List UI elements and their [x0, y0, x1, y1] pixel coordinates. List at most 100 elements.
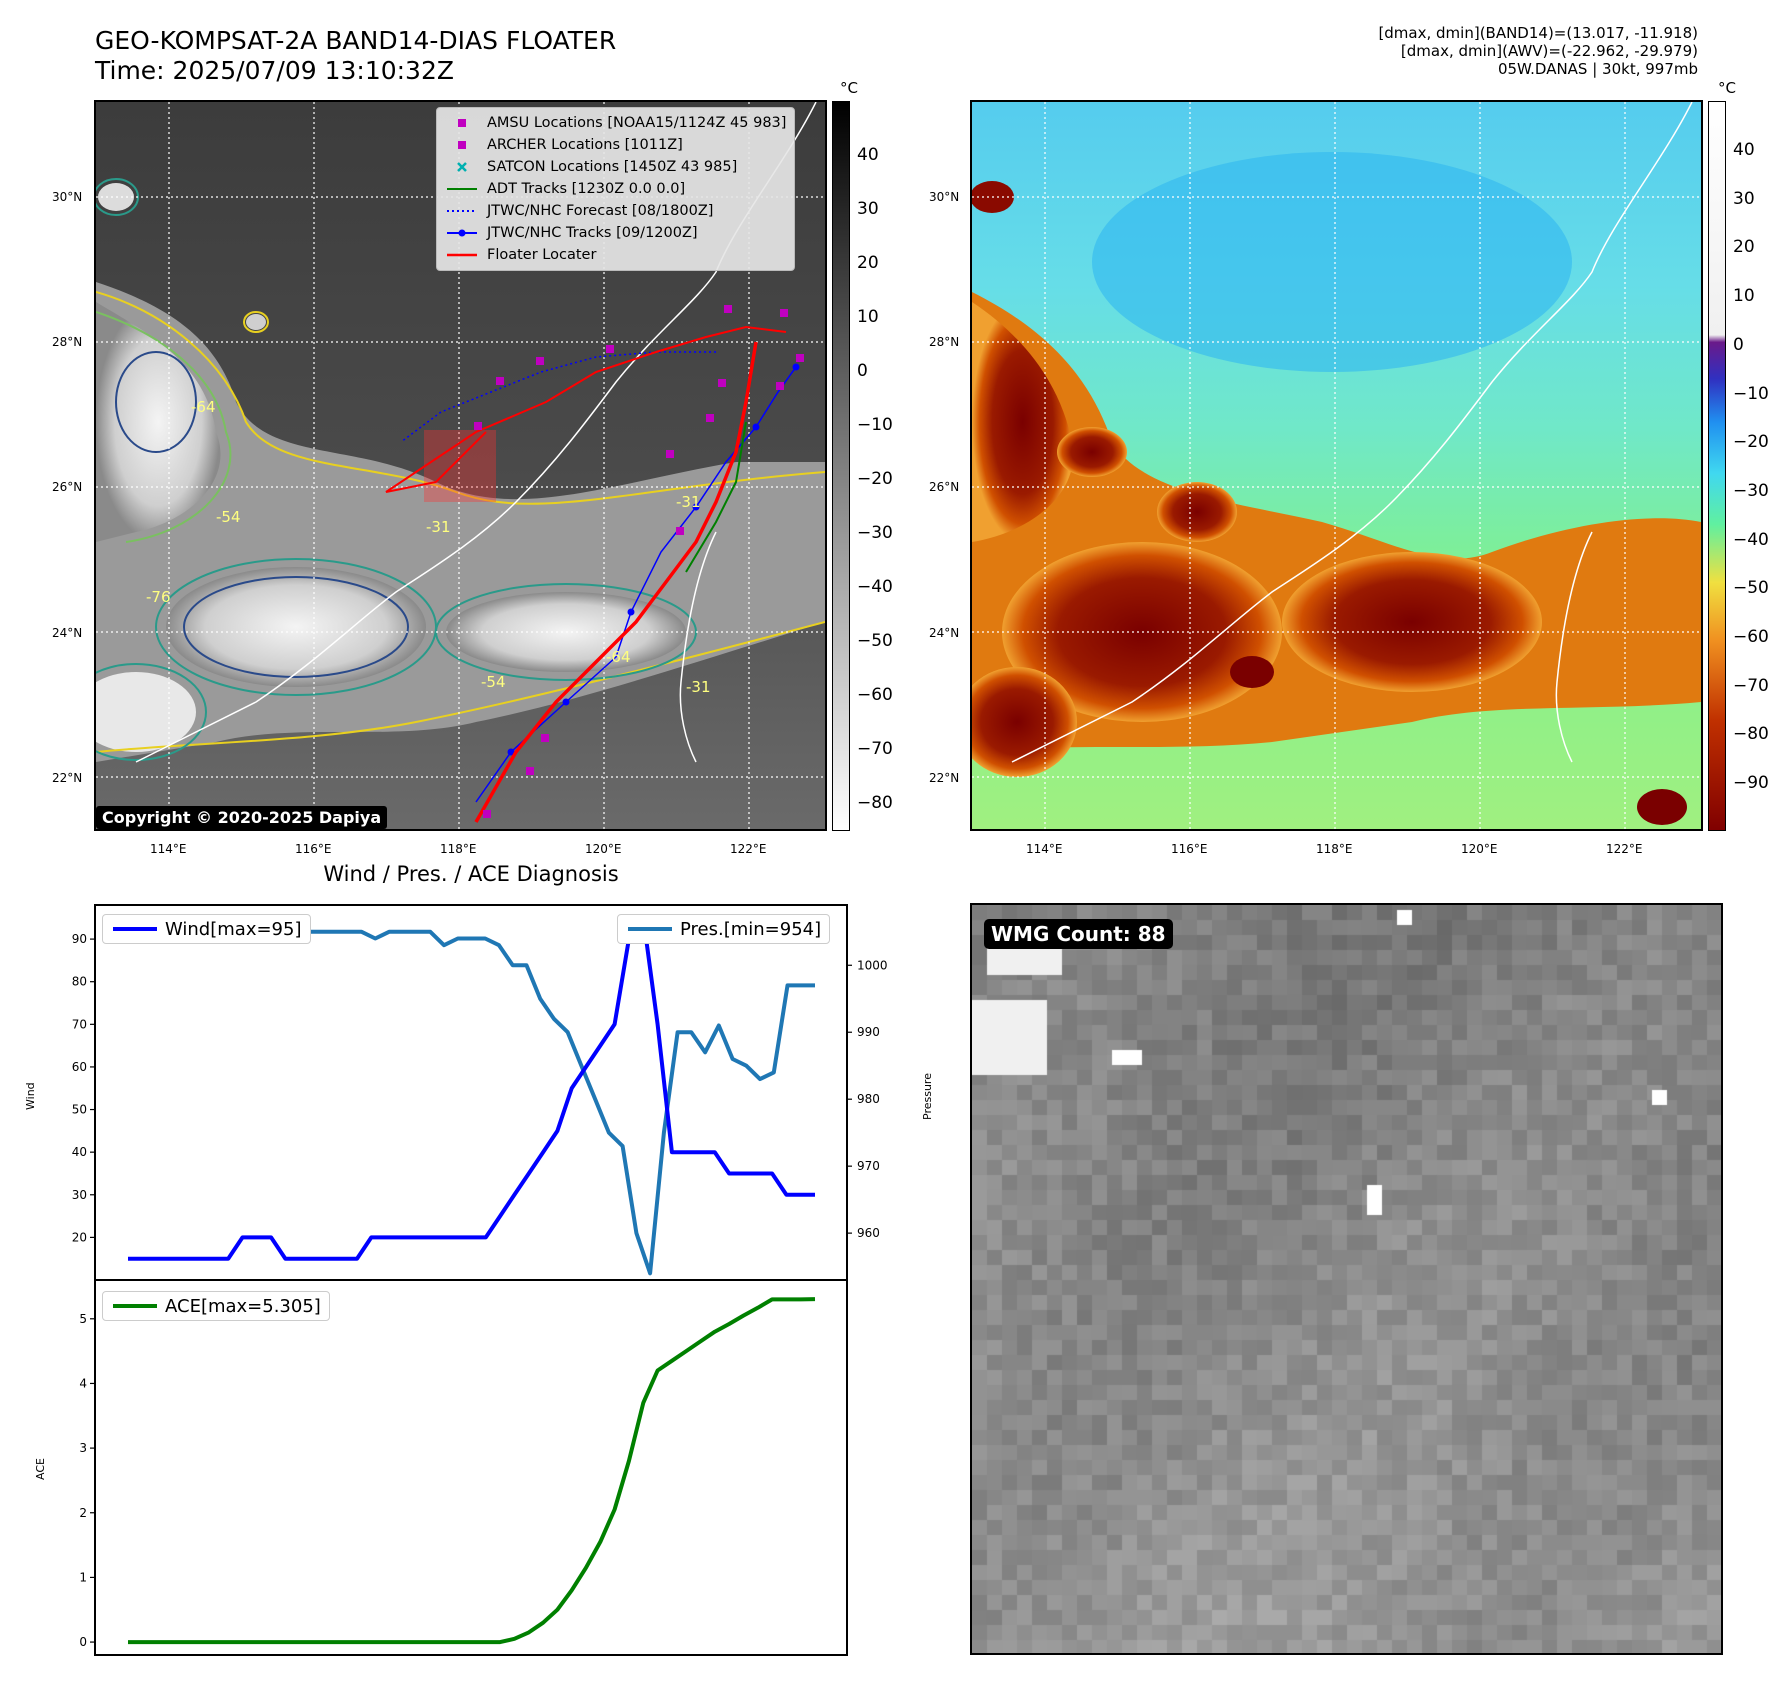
square-marker-icon: [458, 141, 466, 149]
contour-label: -64: [606, 648, 631, 666]
diagnosis-title: Wind / Pres. / ACE Diagnosis: [323, 862, 619, 886]
copyright-badge: Copyright © 2020-2025 Dapiya: [96, 806, 388, 829]
ace-axis-tick-label: 2: [79, 1506, 87, 1520]
wmg-image: [972, 905, 1721, 1653]
wind-axis-tick-label: 40: [72, 1145, 87, 1159]
ace-axis-tick-label: 0: [79, 1635, 87, 1649]
wind-axis-tick-label: 50: [72, 1103, 87, 1117]
awv-map-panel: [970, 100, 1703, 831]
lon-tick-left: 114°E: [150, 842, 187, 856]
info-line-3: 05W.DANAS | 30kt, 997mb: [1497, 60, 1698, 78]
lon-tick-left: 120°E: [585, 842, 622, 856]
colorbar-tick-label: −60: [857, 685, 893, 705]
colorbar-tick-label: −50: [1733, 578, 1769, 599]
colorbar-tick-label: −50: [857, 631, 893, 651]
lat-tick-left: 30°N: [52, 190, 83, 204]
colorbar-right: [1708, 101, 1726, 831]
wind-axis-tick-label: 90: [72, 932, 87, 946]
x-marker-icon: [457, 162, 467, 172]
colorbar-tick-label: 0: [1733, 334, 1744, 355]
pressure-axis-tick-label: 960: [857, 1226, 880, 1240]
line-dot-icon: [447, 229, 477, 237]
lat-tick-left: 24°N: [52, 626, 83, 640]
colorbar-tick-label: −90: [1733, 773, 1769, 794]
lat-tick-left: 26°N: [52, 480, 83, 494]
dotted-line-icon: [447, 210, 477, 212]
colorbar-tick-label: 0: [857, 361, 868, 381]
colorbar-tick-label: −30: [1733, 480, 1769, 501]
legend-item-floater: Floater Locater: [445, 244, 786, 266]
contour-label: -64: [191, 398, 216, 416]
lon-tick-left: 118°E: [440, 842, 477, 856]
title-line-1: GEO-KOMPSAT-2A BAND14-DIAS FLOATER: [95, 26, 617, 55]
colorbar-tick-label: 40: [857, 145, 879, 165]
wind-axis-tick-label: 20: [72, 1230, 87, 1244]
diagnosis-chart: 20 30 40 50 60 70 80 90 960 970 980 990 1000 0 1 2 3 4 5: [72, 904, 888, 1656]
wmg-count-badge: WMG Count: 88: [984, 919, 1173, 949]
info-line-1: [dmax, dmin](BAND14)=(13.017, -11.918): [1378, 24, 1698, 42]
pressure-axis-tick-label: 970: [857, 1159, 880, 1173]
colorbar-tick-label: −70: [857, 739, 893, 759]
legend-item-archer: ARCHER Locations [1011Z]: [445, 134, 786, 156]
ace-axis-tick-label: 5: [79, 1312, 87, 1326]
ace-series-line: [128, 1297, 816, 1645]
wind-axis-tick-label: 30: [72, 1188, 87, 1202]
contour-label: -76: [146, 588, 171, 606]
storm-info: [dmax, dmin](BAND14)=(13.017, -11.918) […: [1378, 24, 1698, 78]
contour-label: -31: [676, 493, 701, 511]
pressure-legend: Pres.[min=954]: [617, 914, 831, 944]
colorbar-tick-label: −70: [1733, 675, 1769, 696]
lon-tick-right: 114°E: [1026, 842, 1063, 856]
colorbar-tick-label: 30: [1733, 188, 1755, 209]
legend-item-amsu: AMSU Locations [NOAA15/1124Z 45 983]: [445, 112, 786, 134]
legend-item-jtwc-forecast: JTWC/NHC Forecast [08/1800Z]: [445, 200, 786, 222]
colorbar-tick-label: −10: [1733, 383, 1769, 404]
lat-tick-left: 22°N: [52, 771, 83, 785]
wind-axis-tick-label: 80: [72, 975, 87, 989]
ace-legend: ACE[max=5.305]: [102, 1291, 330, 1321]
lon-tick-right: 116°E: [1171, 842, 1208, 856]
colorbar-left-unit: °C: [840, 79, 858, 97]
lat-tick-right: 30°N: [929, 190, 960, 204]
wind-series-line: [128, 915, 815, 1261]
solid-line-icon: [447, 188, 477, 190]
legend-item-satcon: SATCON Locations [1450Z 43 985]: [445, 156, 786, 178]
lat-tick-right: 24°N: [929, 626, 960, 640]
contour-label: -54: [481, 673, 506, 691]
colorbar-tick-label: −40: [857, 577, 893, 597]
colorbar-tick-label: 10: [1733, 286, 1755, 307]
ace-plot-frame: [94, 1279, 848, 1656]
pressure-series-line: [128, 923, 815, 1276]
colorbar-tick-label: 20: [1733, 237, 1755, 258]
colorbar-right-unit: °C: [1718, 79, 1736, 97]
pressure-axis-tick-label: 990: [857, 1025, 880, 1039]
contour-label: -54: [216, 508, 241, 526]
colorbar-tick-label: 30: [857, 199, 879, 219]
lon-tick-left: 116°E: [295, 842, 332, 856]
legend-item-adt: ADT Tracks [1230Z 0.0 0.0]: [445, 178, 786, 200]
ace-axis-tick-label: 1: [79, 1570, 87, 1584]
lon-tick-right: 120°E: [1461, 842, 1498, 856]
solid-line-icon: [447, 253, 477, 257]
awv-map-image: [972, 102, 1701, 829]
contour-label: -31: [686, 678, 711, 696]
ace-legend-line-icon: [113, 1304, 157, 1308]
ace-axis-tick-label: 3: [79, 1441, 87, 1455]
colorbar-tick-label: −60: [1733, 627, 1769, 647]
wind-pressure-plot-frame: [94, 904, 848, 1281]
wind-legend-line-icon: [113, 927, 157, 931]
lat-tick-left: 28°N: [52, 335, 83, 349]
lon-tick-right: 122°E: [1606, 842, 1643, 856]
square-marker-icon: [458, 119, 466, 127]
lat-tick-right: 22°N: [929, 771, 960, 785]
colorbar-tick-label: −80: [857, 793, 893, 813]
map-legend: AMSU Locations [NOAA15/1124Z 45 983] ARC…: [436, 107, 796, 271]
lat-tick-right: 28°N: [929, 335, 960, 349]
colorbar-tick-label: 20: [857, 253, 879, 273]
lat-tick-right: 26°N: [929, 480, 960, 494]
legend-item-jtwc-tracks: JTWC/NHC Tracks [09/1200Z]: [445, 222, 786, 244]
lon-tick-right: 118°E: [1316, 842, 1353, 856]
wind-axis-tick-label: 60: [72, 1060, 87, 1074]
colorbar-tick-label: −80: [1733, 724, 1769, 745]
colorbar-tick-label: 10: [857, 307, 879, 327]
